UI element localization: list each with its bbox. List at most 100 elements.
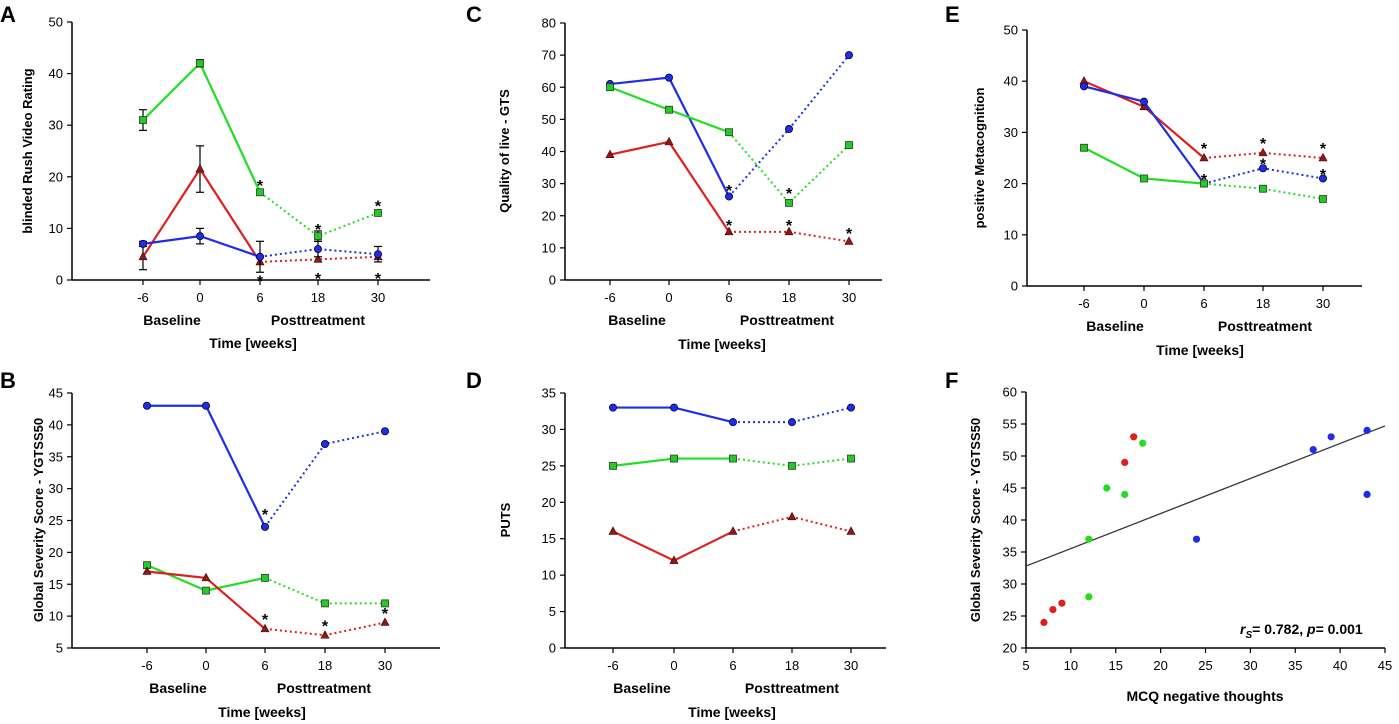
x-tick-label: 18 [1256, 296, 1270, 311]
x-tick-label: 15 [1109, 658, 1123, 673]
data-point-green [609, 461, 617, 470]
r-symbol: r [1240, 621, 1247, 637]
y-tick-label: 50 [49, 15, 63, 30]
significance-star: * [382, 606, 389, 623]
x-tick-label: 0 [670, 658, 677, 673]
y-tick-label: 15 [49, 577, 63, 592]
data-point-red [724, 226, 734, 236]
scatter-point-green [1085, 535, 1093, 543]
y-tick-label: 35 [49, 449, 63, 464]
x-tick-label: 0 [665, 290, 672, 305]
scatter-point-blue [1363, 426, 1371, 434]
significance-star: * [726, 218, 733, 235]
data-point-green [665, 105, 673, 114]
y-tick-label: 35 [542, 386, 556, 401]
scatter-point-blue [1363, 490, 1371, 498]
scatter-point-green [1139, 439, 1147, 447]
y-tick-label: 25 [1003, 609, 1017, 624]
y-tick-label: 40 [49, 417, 63, 432]
y-axis-title: PUTS [498, 502, 513, 537]
data-point-red [608, 526, 618, 535]
x-tick-label: 18 [318, 658, 332, 673]
data-point-blue [1080, 82, 1089, 91]
y-tick-label: 20 [1004, 176, 1018, 191]
x-tick-label: -6 [137, 290, 149, 305]
data-point-green [845, 141, 853, 149]
y-tick-label: 0 [549, 641, 556, 656]
panel-letter: B [0, 368, 16, 393]
y-tick-label: 20 [49, 169, 63, 184]
data-point-green [1140, 174, 1148, 183]
data-point-red [195, 163, 205, 173]
data-point-blue [788, 418, 797, 427]
x-tick-label: 18 [311, 290, 325, 305]
significance-star: * [1201, 172, 1208, 189]
data-point-blue [195, 232, 204, 241]
y-tick-label: 20 [1003, 641, 1017, 656]
significance-star: * [257, 273, 264, 290]
scatter-point-red [1130, 433, 1138, 441]
y-tick-label: 10 [542, 568, 556, 583]
y-tick-label: 20 [542, 208, 556, 223]
scatter-point-green [1103, 484, 1111, 492]
significance-star: * [375, 199, 382, 216]
significance-star: * [262, 507, 269, 524]
panel-letter: C [466, 2, 482, 27]
x-tick-label: 30 [371, 290, 385, 305]
y-tick-label: 40 [542, 144, 556, 159]
y-tick-label: 45 [1003, 481, 1017, 496]
data-point-red [605, 149, 615, 159]
data-point-green [261, 573, 269, 582]
data-point-blue [845, 51, 854, 60]
significance-star: * [375, 271, 382, 288]
scatter-point-blue [1327, 433, 1335, 441]
y-tick-label: 50 [1004, 23, 1018, 38]
posttreatment-label: Posttreatment [740, 312, 834, 328]
x-axis-title: Time [weeks] [688, 704, 776, 720]
data-point-blue [255, 252, 264, 261]
significance-star: * [1260, 136, 1267, 153]
y-tick-label: 55 [1003, 417, 1017, 432]
x-tick-label: -6 [1078, 296, 1090, 311]
data-point-blue [665, 73, 674, 82]
correlation-annotation: rS= 0.782, p= 0.001 [1240, 621, 1363, 641]
x-axis-title: Time [weeks] [1156, 342, 1244, 358]
x-tick-label: 0 [196, 290, 203, 305]
data-point-red [844, 236, 854, 245]
regression-line [1025, 425, 1386, 567]
y-tick-label: 25 [49, 513, 63, 528]
y-tick-label: 5 [56, 641, 63, 656]
data-point-green [196, 59, 204, 68]
x-tick-label: 25 [1198, 658, 1212, 673]
panel-b: B 5 10 15 20 25 30 35 40 45 -6 0 6 18 30 Baseline Posttr… [0, 368, 440, 720]
panel-c: C 0 10 20 30 40 50 60 70 80 -6 0 6 18 30 Baseline Posttr… [466, 2, 882, 352]
y-tick-label: 10 [49, 609, 63, 624]
y-tick-label: 30 [49, 481, 63, 496]
data-point-green [139, 116, 147, 124]
data-point-red [201, 572, 211, 582]
r-subscript: S [1245, 630, 1252, 641]
posttreatment-label: Posttreatment [277, 680, 371, 696]
x-axis-title: Time [weeks] [209, 335, 297, 351]
significance-star: * [257, 178, 264, 195]
y-tick-label: 70 [542, 48, 556, 63]
r-value: = 0.782, [1252, 621, 1307, 637]
data-point-red [728, 526, 738, 535]
y-tick-label: 30 [1003, 577, 1017, 592]
significance-star: * [1320, 141, 1327, 158]
x-tick-label: 40 [1333, 658, 1347, 673]
y-tick-label: 80 [542, 16, 556, 31]
significance-star: * [786, 186, 793, 203]
x-tick-label: 30 [842, 290, 856, 305]
data-point-green [202, 586, 210, 595]
y-tick-label: 10 [49, 221, 63, 236]
x-tick-label: 6 [261, 658, 268, 673]
y-tick-label: 35 [1003, 545, 1017, 560]
x-tick-label: 30 [1243, 658, 1257, 673]
significance-star: * [846, 226, 853, 243]
panel-letter: F [945, 368, 958, 393]
significance-star: * [1201, 141, 1208, 158]
data-point-blue [320, 439, 329, 448]
x-tick-label: 6 [256, 290, 263, 305]
y-tick-label: 50 [1003, 449, 1017, 464]
